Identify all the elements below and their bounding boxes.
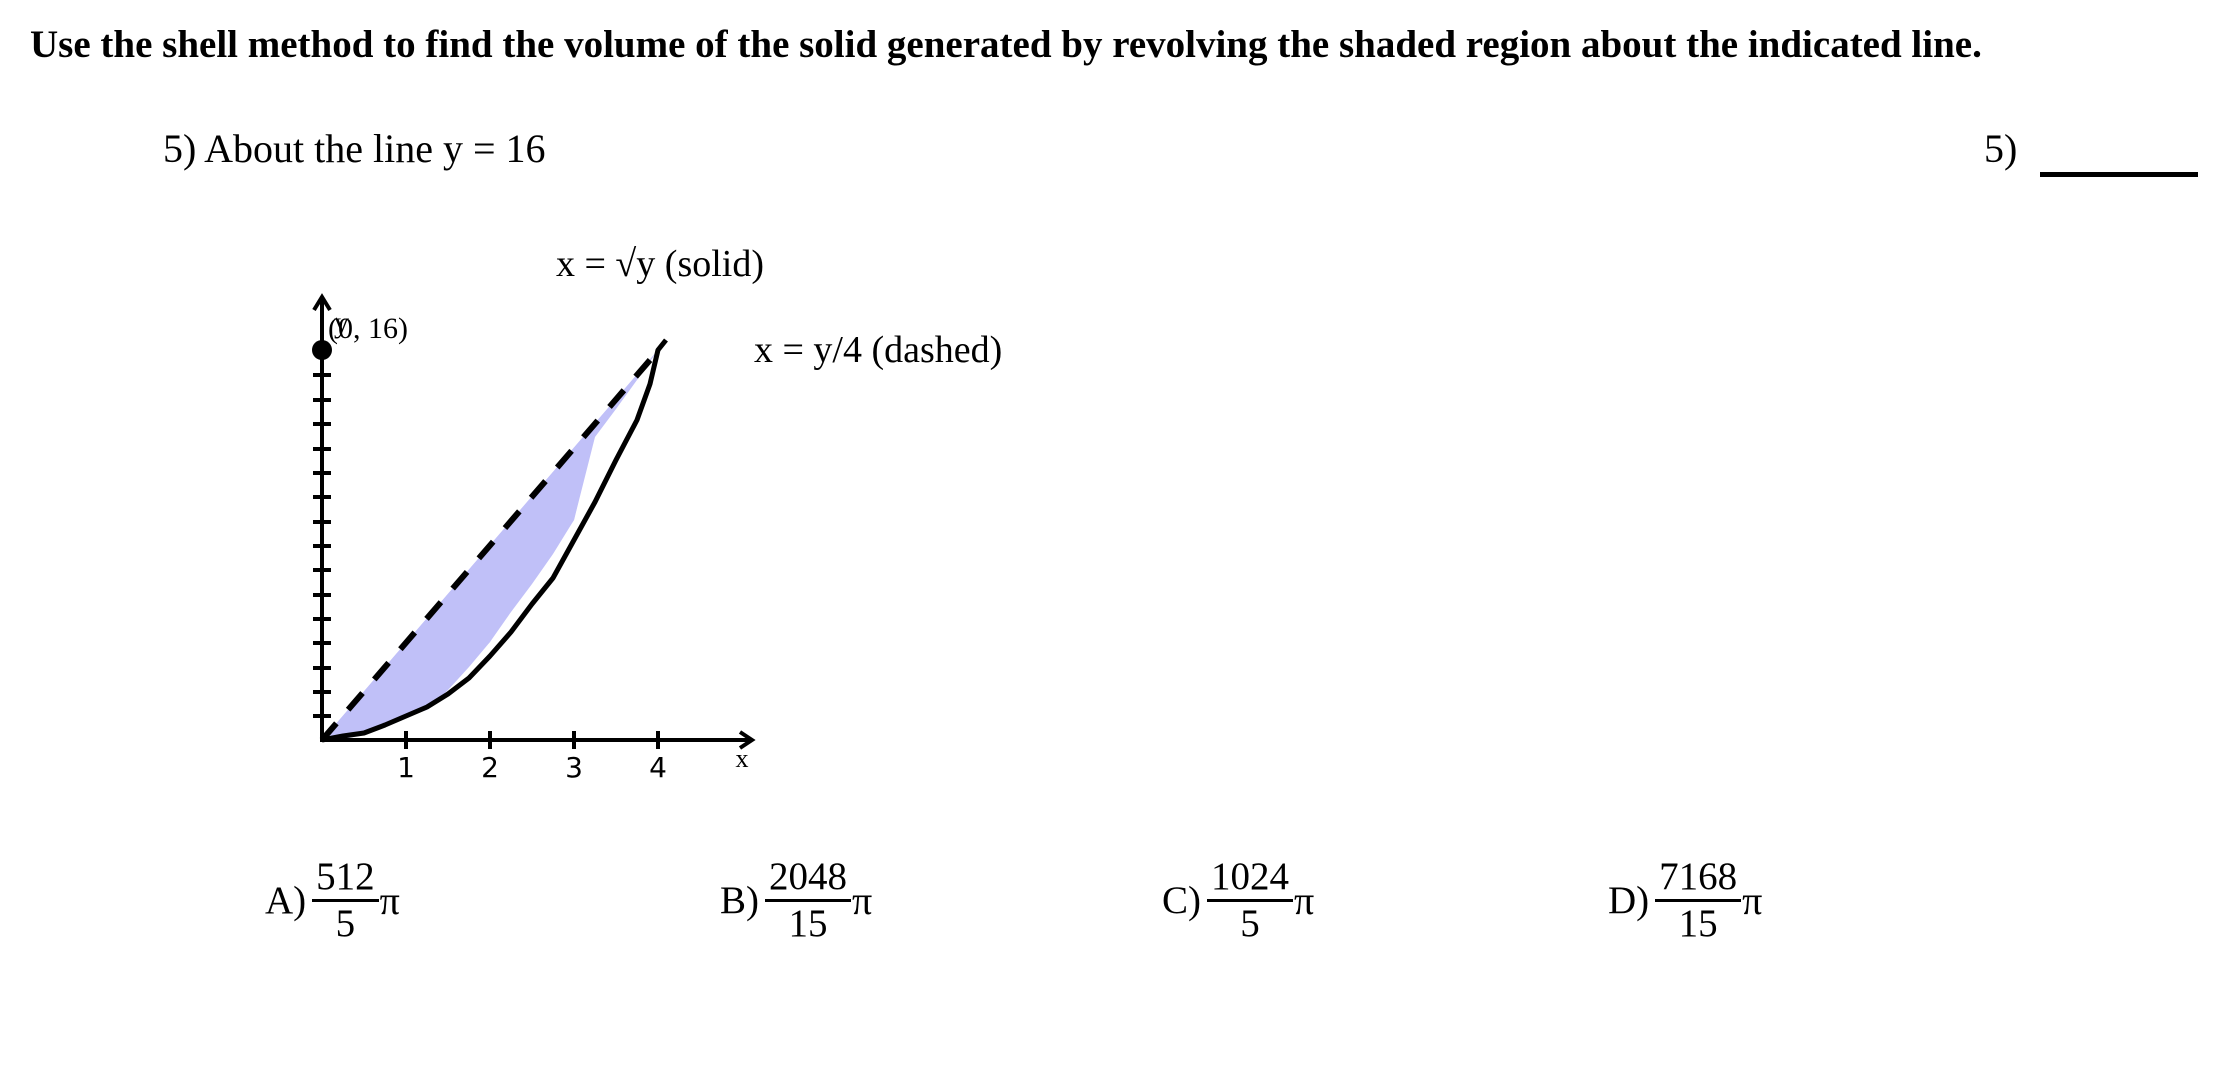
fraction: 7168 15 bbox=[1655, 855, 1742, 946]
pi-symbol: π bbox=[852, 878, 873, 923]
point-marker bbox=[312, 340, 332, 360]
fraction-bar bbox=[1207, 899, 1293, 902]
pi-symbol: π bbox=[1294, 878, 1315, 923]
choice-letter: C) bbox=[1162, 879, 1201, 922]
y-axis-label: y bbox=[334, 306, 349, 339]
fraction: 512 5 bbox=[312, 855, 379, 946]
answer-label: 5) bbox=[1984, 126, 2018, 171]
fraction: 1024 5 bbox=[1207, 855, 1293, 946]
y-axis-arrow-icon bbox=[312, 293, 332, 312]
denominator: 15 bbox=[788, 902, 828, 945]
instructions: Use the shell method to find the volume … bbox=[30, 23, 1982, 66]
choice-letter: A) bbox=[265, 879, 307, 922]
x-axis-ticks bbox=[404, 731, 660, 749]
fraction-bar bbox=[765, 899, 851, 902]
fraction-bar bbox=[1655, 899, 1742, 902]
choice-letter: D) bbox=[1608, 879, 1650, 922]
pi-symbol: π bbox=[379, 878, 400, 923]
y-axis-ticks bbox=[313, 373, 331, 718]
numerator: 512 bbox=[316, 855, 375, 898]
choice-d[interactable]: D) 7168 15 π bbox=[1608, 855, 1762, 946]
x-tick-2: 2 bbox=[481, 751, 499, 784]
pi-symbol: π bbox=[1742, 878, 1763, 923]
choice-c[interactable]: C) 1024 5 π bbox=[1162, 855, 1314, 946]
solid-curve bbox=[321, 338, 668, 743]
x-tick-4: 4 bbox=[649, 751, 667, 784]
numerator: 1024 bbox=[1211, 855, 1289, 898]
denominator: 15 bbox=[1678, 902, 1718, 945]
denominator: 5 bbox=[335, 902, 356, 945]
solid-curve-label: x = √y (solid) bbox=[556, 243, 764, 285]
fraction: 2048 15 bbox=[765, 855, 851, 946]
answer-blank[interactable] bbox=[2040, 172, 2198, 177]
choice-a[interactable]: A) 512 5 π bbox=[265, 855, 400, 946]
numerator: 2048 bbox=[769, 855, 847, 898]
choice-letter: B) bbox=[720, 879, 759, 922]
dashed-curve bbox=[319, 358, 653, 742]
x-axis-label: x bbox=[736, 744, 749, 773]
numerator: 7168 bbox=[1659, 855, 1738, 898]
fraction-bar bbox=[312, 899, 379, 902]
choice-b[interactable]: B) 2048 15 π bbox=[720, 855, 872, 946]
denominator: 5 bbox=[1240, 902, 1260, 945]
point-label: (0, 16) bbox=[328, 312, 408, 345]
x-axis-arrow-icon bbox=[738, 730, 756, 750]
x-tick-1: 1 bbox=[397, 751, 415, 784]
x-tick-3: 3 bbox=[565, 751, 583, 784]
dashed-curve-label: x = y/4 (dashed) bbox=[754, 329, 1002, 371]
question-prompt: 5) About the line y = 16 bbox=[163, 126, 546, 171]
